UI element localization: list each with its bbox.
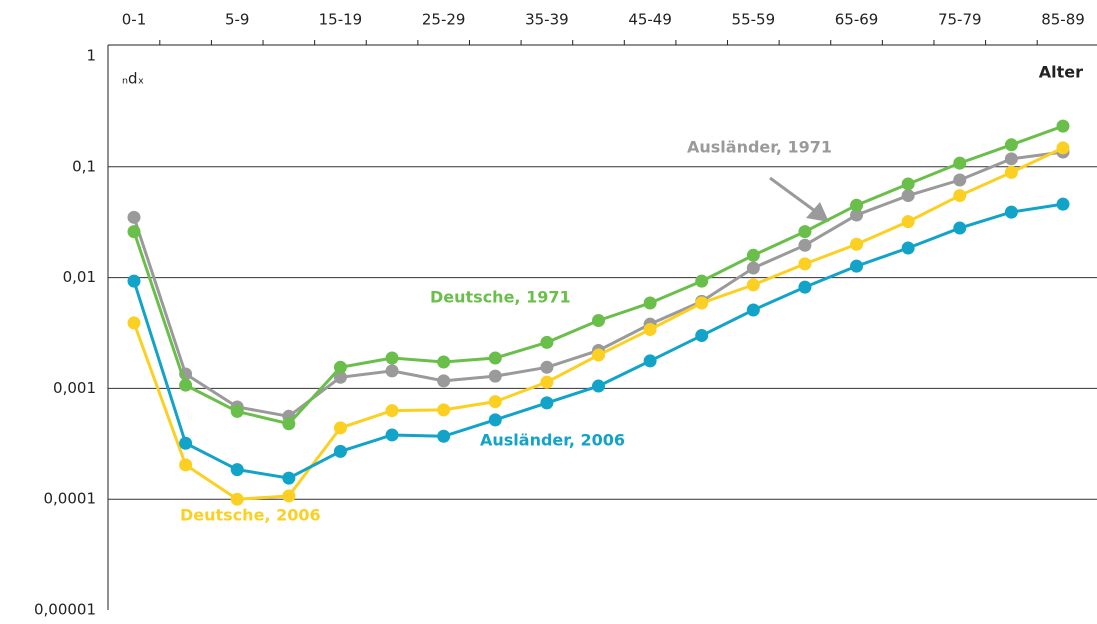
- x-tick-label: 85-89: [1041, 11, 1085, 29]
- data-point: [127, 225, 141, 239]
- x-tick-label: 75-79: [938, 11, 982, 29]
- data-point: [230, 492, 244, 506]
- data-point: [953, 173, 967, 187]
- data-point: [592, 379, 605, 393]
- series-label: Ausländer, 2006: [480, 431, 625, 450]
- data-point: [488, 395, 502, 409]
- data-point: [385, 404, 399, 418]
- data-point: [1004, 138, 1018, 152]
- y-axis-label: ₙdₓ: [122, 70, 144, 88]
- y-tick-label: 0,01: [63, 268, 96, 286]
- data-point: [540, 375, 554, 389]
- data-point: [540, 335, 554, 349]
- data-point: [488, 413, 502, 427]
- y-tick-label: 0,1: [72, 157, 96, 175]
- data-point: [282, 471, 296, 485]
- data-point: [540, 360, 554, 374]
- data-point: [437, 403, 451, 417]
- series-line: [132, 150, 1064, 418]
- data-point: [746, 248, 760, 262]
- data-point: [127, 274, 141, 288]
- data-point: [385, 428, 399, 442]
- data-point: [901, 215, 915, 229]
- x-tick-label: 55-59: [732, 11, 776, 29]
- data-point: [592, 348, 605, 362]
- data-point: [1004, 165, 1018, 179]
- data-point: [850, 237, 864, 251]
- data-point: [953, 221, 967, 235]
- data-point: [643, 323, 657, 337]
- data-point: [282, 489, 296, 503]
- y-tick-label: 0,0001: [44, 490, 97, 508]
- data-point: [230, 404, 244, 418]
- data-point: [901, 189, 915, 203]
- data-point: [592, 314, 605, 328]
- data-point: [230, 463, 244, 477]
- data-point: [333, 360, 347, 374]
- y-tick-label: 0,001: [53, 379, 96, 397]
- data-point: [333, 421, 347, 435]
- data-point: [850, 198, 864, 212]
- x-tick-label: 25-29: [422, 11, 466, 29]
- data-point: [953, 189, 967, 203]
- data-point: [488, 351, 502, 365]
- annotation-arrow: [769, 176, 816, 213]
- data-point: [901, 241, 915, 255]
- data-point: [282, 417, 296, 431]
- x-tick-label: 65-69: [835, 11, 879, 29]
- data-point: [746, 278, 760, 292]
- y-tick-label: 0,00001: [34, 601, 96, 619]
- data-point: [437, 355, 451, 369]
- x-tick-label: 5-9: [225, 11, 250, 29]
- y-tick-label: 1: [86, 47, 96, 65]
- data-point: [333, 370, 347, 384]
- data-point: [385, 351, 399, 365]
- data-point: [179, 436, 193, 450]
- data-point: [746, 261, 760, 275]
- x-tick-label: 15-19: [319, 11, 363, 29]
- data-point: [850, 259, 864, 273]
- data-point: [953, 156, 967, 170]
- series-label: Deutsche, 1971: [430, 288, 571, 307]
- x-tick-label: 35-39: [525, 11, 569, 29]
- data-point: [695, 296, 709, 310]
- data-point: [437, 374, 451, 388]
- data-point: [540, 396, 554, 410]
- data-point: [1056, 197, 1070, 211]
- series-label: Ausländer, 1971: [687, 138, 832, 157]
- data-point: [901, 177, 915, 191]
- data-point: [1004, 152, 1018, 166]
- x-tick-label: 0-1: [122, 11, 147, 29]
- data-point: [127, 210, 141, 224]
- data-point: [695, 274, 709, 288]
- data-point: [643, 296, 657, 310]
- annotation-arrowhead: [806, 202, 829, 222]
- data-point: [746, 303, 760, 317]
- data-point: [179, 458, 193, 472]
- data-point: [798, 280, 812, 294]
- data-point: [385, 364, 399, 378]
- series-label: Deutsche, 2006: [180, 506, 321, 525]
- data-point: [798, 225, 812, 239]
- data-point: [1056, 141, 1070, 155]
- data-point: [179, 378, 193, 392]
- data-point: [643, 354, 657, 368]
- data-point: [437, 429, 451, 443]
- data-point: [798, 238, 812, 252]
- data-point: [127, 316, 141, 330]
- data-point: [695, 329, 709, 343]
- data-point: [488, 369, 502, 383]
- x-tick-label: 45-49: [628, 11, 672, 29]
- data-point: [850, 208, 864, 222]
- data-point: [1004, 205, 1018, 219]
- x-axis-label: Alter: [1039, 63, 1083, 82]
- series-line: [132, 124, 1064, 426]
- data-point: [798, 257, 812, 271]
- data-point: [1056, 119, 1070, 133]
- data-point: [333, 444, 347, 458]
